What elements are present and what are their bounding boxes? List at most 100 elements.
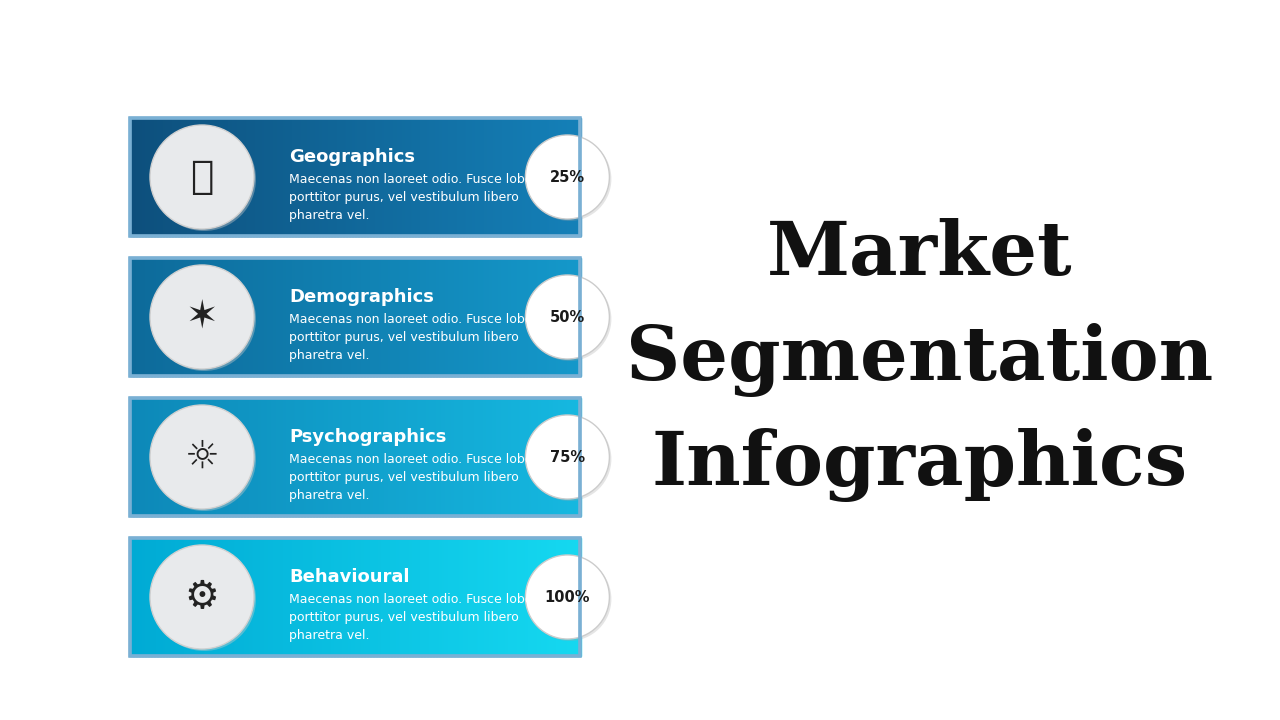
Bar [319,118,321,236]
Bar [442,538,444,656]
Bar [375,398,376,516]
Bar [307,258,308,376]
Bar [148,258,150,376]
Bar [489,258,490,376]
Bar [361,538,364,656]
Bar [481,258,483,376]
Bar [550,118,552,236]
Bar [279,118,280,236]
Bar [367,118,369,236]
Bar [247,398,250,516]
Bar [415,258,417,376]
Bar [448,118,451,236]
Bar [306,538,307,656]
Bar [477,398,480,516]
Bar [378,258,379,376]
Bar [554,398,557,516]
Bar [160,118,163,236]
Bar [150,538,151,656]
Bar [157,258,159,376]
Bar [526,118,529,236]
Bar [232,538,234,656]
Bar [292,398,294,516]
Bar [238,398,241,516]
Bar [293,258,296,376]
Text: Behavioural: Behavioural [289,568,410,586]
Bar [242,398,244,516]
Bar [526,258,529,376]
Bar [319,538,321,656]
Bar [280,398,282,516]
Bar [137,398,140,516]
Bar [315,118,316,236]
Bar [424,258,426,376]
Bar [521,118,524,236]
Bar [202,398,204,516]
Bar [351,118,352,236]
Bar [449,538,452,656]
Bar [572,538,575,656]
Bar [193,398,195,516]
Bar [143,118,146,236]
Bar [358,538,360,656]
Bar [244,398,246,516]
Bar [568,398,570,516]
Bar [563,398,566,516]
Bar [220,398,221,516]
Bar [399,538,402,656]
Bar [134,118,137,236]
Bar [261,398,262,516]
Bar [443,538,445,656]
Bar [394,258,396,376]
Bar [372,118,375,236]
Bar [228,258,229,376]
Bar [251,538,253,656]
Bar [367,398,369,516]
Bar [538,538,540,656]
FancyBboxPatch shape [120,108,590,246]
Bar [266,118,269,236]
Bar [389,258,392,376]
Bar [165,258,166,376]
Bar [212,258,215,376]
Bar [246,258,247,376]
Bar [314,118,315,236]
Bar [420,538,421,656]
Bar [202,258,204,376]
Bar [554,538,557,656]
Bar [340,398,342,516]
Bar [137,538,140,656]
Bar [403,398,404,516]
Bar [458,398,461,516]
Bar [438,258,439,376]
Bar [270,538,271,656]
Text: Psychographics: Psychographics [289,428,447,446]
Bar [536,118,539,236]
Bar [268,538,270,656]
Bar [485,258,488,376]
Bar [361,398,364,516]
Bar [445,118,447,236]
Bar [380,258,383,376]
Bar [265,398,268,516]
Bar [262,258,264,376]
Bar [425,538,428,656]
Bar [175,398,177,516]
Bar [411,538,412,656]
Bar [471,118,472,236]
Bar [430,398,433,516]
Bar [376,398,378,516]
Bar [407,538,410,656]
Bar [512,538,515,656]
Bar [508,538,509,656]
Bar [573,258,576,376]
Bar [468,538,471,656]
Bar [197,398,200,516]
Bar [403,538,404,656]
Bar [362,538,365,656]
Bar [169,398,172,516]
Bar [323,538,324,656]
Bar [398,258,401,376]
Bar [516,258,517,376]
Bar [467,118,470,236]
